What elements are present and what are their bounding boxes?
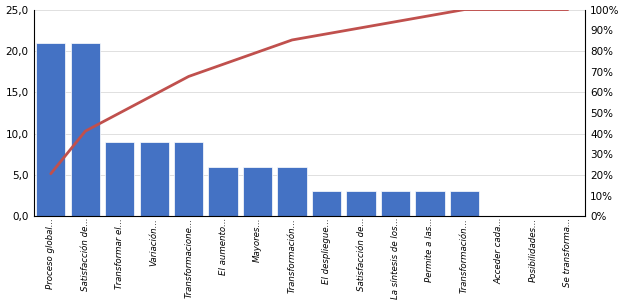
Bar — [415, 192, 444, 216]
Bar — [36, 43, 66, 216]
Bar — [174, 142, 203, 216]
Bar — [209, 167, 238, 216]
Bar — [139, 142, 169, 216]
Bar — [381, 192, 410, 216]
Bar — [312, 192, 341, 216]
Bar — [346, 192, 376, 216]
Bar — [105, 142, 134, 216]
Bar — [450, 192, 479, 216]
Bar — [243, 167, 272, 216]
Bar — [278, 167, 307, 216]
Bar — [71, 43, 100, 216]
